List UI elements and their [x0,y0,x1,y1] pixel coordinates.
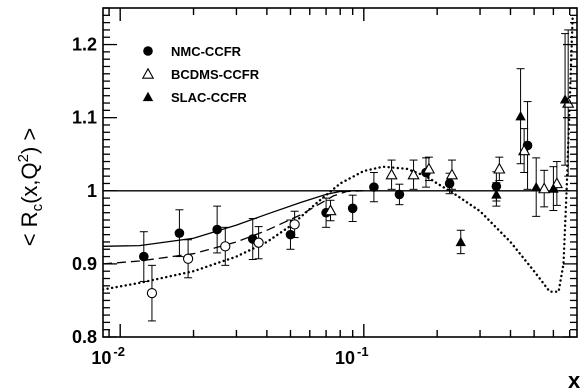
data-point-open-triangle [445,168,459,180]
x-axis-ticks: 10 -2 10 -1 [91,8,571,368]
data-point-filled-circle [444,178,455,189]
data-point-filled-circle [174,228,185,238]
legend-entry: SLAC-CCFR [142,90,247,105]
x-tick-label-exponent: -1 [357,344,369,359]
data-point-open-triangle [407,168,420,180]
legend-marker-filled-triangle [142,91,154,102]
data-point-open-circle [182,253,194,264]
legend: NMC-CCFR BCDMS-CCFR SLAC-CCFR [141,44,260,105]
y-axis-title-sup: 2 [15,154,32,162]
legend-label: BCDMS-CCFR [171,67,260,82]
x-tick-label-base: 10 [335,348,355,368]
series-open-circle [146,210,300,322]
y-axis-title: < Rc(x,Q2) > [15,128,46,247]
data-point-filled-triangle [530,181,542,192]
y-tick-label: 0.9 [72,254,97,274]
data-point-open-triangle [493,162,506,174]
x-tick-label-exponent: -2 [113,344,125,359]
data-point-filled-circle [347,203,358,214]
data-point-open-circle [146,287,158,299]
data-series [139,29,575,322]
axes: 10 -2 10 -1 0.80.911.11.2 [72,7,578,368]
data-point-filled-triangle [491,189,502,199]
y-axis-ticks: 0.8 0.9 1 1.1 1.2 [72,7,577,347]
y-tick-label: 1 [87,181,97,201]
y-tick-label: 0.8 [72,327,97,347]
series-filled-triangle [455,33,571,255]
data-point-filled-triangle [548,183,559,193]
y-axis-title-post: ) > [17,128,42,154]
data-point-filled-triangle [515,111,526,121]
x-axis-title: x [568,368,581,391]
data-point-filled-triangle [455,236,466,247]
legend-label: NMC-CCFR [171,44,242,59]
y-axis-title-pre: < R [17,211,42,246]
data-point-filled-circle [369,182,379,192]
x-tick-label: 10 -2 [91,344,125,368]
y-axis-title-mid: (x,Q [17,162,42,204]
legend-label: SLAC-CCFR [171,90,247,105]
curve-dashed-2 [103,190,364,265]
data-point-open-circle [289,219,300,230]
x-tick-label: 10 -1 [335,344,369,368]
legend-marker-open-triangle [141,67,155,79]
x-tick-label-base: 10 [91,348,111,368]
legend-entry: NMC-CCFR [143,44,242,59]
legend-entry: BCDMS-CCFR [141,67,260,82]
y-axis-title-sub: c [29,203,46,211]
data-point-open-triangle [517,144,531,156]
data-point-filled-circle [285,229,296,240]
data-point-open-triangle [422,162,436,174]
data-point-open-triangle [538,182,551,194]
data-point-open-circle [253,237,264,248]
data-point-filled-circle [212,224,222,235]
y-tick-label: 1.2 [72,35,97,55]
data-point-filled-circle [139,251,149,262]
data-point-filled-circle [394,189,405,200]
data-point-filled-triangle [559,94,571,104]
data-point-open-triangle [385,168,398,180]
y-tick-label: 1.1 [72,108,97,128]
data-point-open-triangle [324,204,337,216]
data-point-open-circle [220,241,231,252]
legend-marker-filled-circle [143,46,153,56]
